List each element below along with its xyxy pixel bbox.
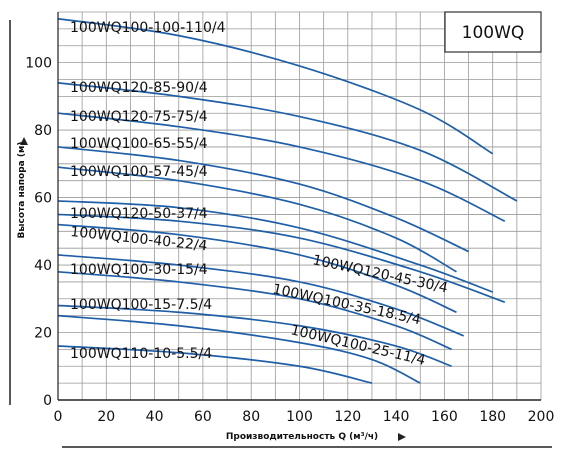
curve-label: 100WQ100-65-55/4 bbox=[70, 136, 208, 152]
x-tick-label: 80 bbox=[242, 409, 260, 425]
series-line bbox=[57, 213, 506, 303]
axes bbox=[9, 12, 552, 448]
y-tick-label: 60 bbox=[34, 191, 52, 207]
x-axis-label: Производительность Q (м³/ч) bbox=[226, 432, 378, 442]
title-box-frame bbox=[444, 11, 542, 53]
curve-label: 100WQ100-30-15/4 bbox=[70, 262, 208, 278]
tick-labels: 0 20 40 60 80 100 120 140 160 180 200 0 20 40 60 80 100 bbox=[25, 56, 554, 425]
curve-label: 100WQ100-57-45/4 bbox=[70, 164, 208, 180]
x-tick-label: 160 bbox=[431, 409, 458, 425]
series-line bbox=[57, 314, 421, 384]
series-line bbox=[57, 304, 452, 368]
y-tick-label: 40 bbox=[34, 258, 52, 274]
y-tick-label: 20 bbox=[34, 326, 52, 342]
series-line bbox=[57, 146, 469, 253]
series-line bbox=[57, 82, 518, 202]
curve-label: 100WQ120-50-37/4 bbox=[70, 206, 208, 222]
x-tick-label: 60 bbox=[194, 409, 212, 425]
curve-label: 100WQ100-100-110/4 bbox=[70, 20, 226, 36]
x-tick-label: 20 bbox=[97, 409, 115, 425]
x-tick-label: 180 bbox=[479, 409, 506, 425]
series-line bbox=[57, 270, 452, 351]
y-tick-label: 100 bbox=[25, 56, 52, 72]
series-line bbox=[57, 200, 493, 293]
series-line bbox=[57, 254, 465, 337]
series-line bbox=[57, 17, 494, 155]
curves bbox=[57, 17, 518, 384]
y-axis-label: Высота напора (м) bbox=[17, 142, 27, 239]
curve-label: 100WQ120-85-90/4 bbox=[70, 80, 208, 96]
x-tick-label: 40 bbox=[146, 409, 164, 425]
series-line bbox=[57, 345, 373, 384]
x-tick-label: 140 bbox=[383, 409, 410, 425]
curve-label: 100WQ120-75-75/4 bbox=[70, 109, 208, 125]
chart-title: 100WQ bbox=[462, 23, 525, 43]
series-line bbox=[57, 112, 506, 222]
series-line bbox=[57, 223, 457, 314]
y-tick-label: 0 bbox=[43, 393, 52, 409]
x-axis-arrow-icon bbox=[398, 433, 406, 441]
x-tick-label: 100 bbox=[286, 409, 313, 425]
curve-label: 100WQ100-40-22/4 bbox=[70, 224, 209, 254]
y-axis-arrow-icon bbox=[20, 137, 28, 145]
x-tick-label: 120 bbox=[334, 409, 361, 425]
curve-label: 100WQ110-10-5.5/4 bbox=[70, 346, 212, 362]
x-tick-label: 0 bbox=[54, 409, 63, 425]
y-tick-label: 80 bbox=[34, 123, 52, 139]
x-tick-label: 200 bbox=[528, 409, 555, 425]
curve-label: 100WQ100-35-18.5/4 bbox=[271, 281, 422, 328]
curve-label: 100WQ100-15-7.5/4 bbox=[70, 297, 212, 313]
series-line bbox=[57, 166, 457, 273]
title-box: 100WQ bbox=[444, 11, 542, 53]
